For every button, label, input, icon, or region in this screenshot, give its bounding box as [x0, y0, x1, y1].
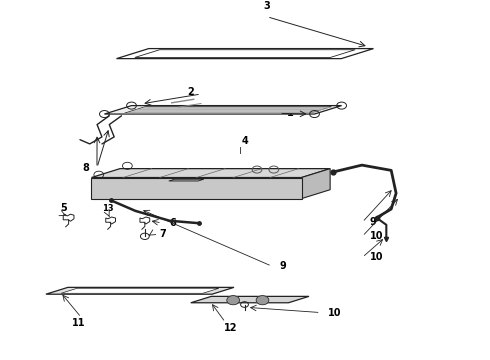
Polygon shape — [124, 107, 331, 113]
Circle shape — [256, 296, 269, 305]
Polygon shape — [104, 105, 342, 114]
Text: 13: 13 — [102, 204, 114, 213]
Text: 7: 7 — [159, 229, 166, 239]
Text: 11: 11 — [72, 318, 86, 328]
Polygon shape — [61, 288, 219, 293]
Polygon shape — [301, 168, 330, 199]
Polygon shape — [46, 287, 234, 294]
Text: 10: 10 — [328, 307, 342, 318]
Text: 2: 2 — [187, 87, 194, 97]
Text: 5: 5 — [60, 203, 67, 213]
Text: 4: 4 — [242, 136, 248, 146]
Text: 12: 12 — [223, 323, 237, 333]
Text: 3: 3 — [264, 1, 270, 12]
Polygon shape — [117, 49, 373, 59]
Circle shape — [227, 296, 240, 305]
Text: 6: 6 — [169, 218, 176, 228]
Polygon shape — [92, 177, 301, 199]
Polygon shape — [92, 168, 330, 177]
Polygon shape — [191, 296, 309, 303]
Text: 10: 10 — [369, 231, 383, 241]
Polygon shape — [169, 179, 204, 181]
Polygon shape — [63, 214, 74, 221]
Polygon shape — [140, 217, 150, 224]
Text: 1: 1 — [287, 108, 294, 118]
Polygon shape — [106, 217, 116, 224]
Text: 9: 9 — [279, 261, 286, 271]
Text: 10: 10 — [369, 252, 383, 262]
Text: 9: 9 — [369, 217, 376, 227]
Text: 8: 8 — [83, 163, 90, 173]
Polygon shape — [135, 50, 355, 58]
